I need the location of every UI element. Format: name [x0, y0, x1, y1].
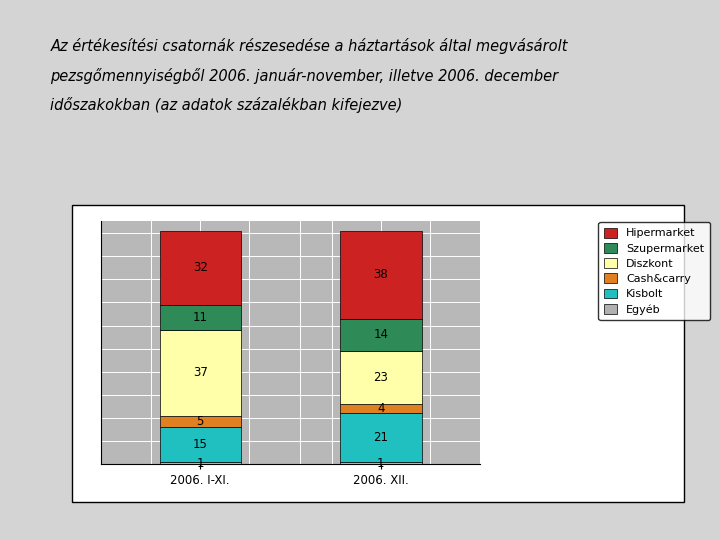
Bar [341, 319, 421, 351]
Bar [341, 462, 421, 464]
Text: 21: 21 [374, 431, 388, 444]
Text: 4: 4 [377, 402, 384, 415]
Bar [160, 231, 240, 305]
Text: 37: 37 [193, 367, 207, 380]
Text: 1: 1 [377, 457, 384, 470]
Bar [160, 305, 240, 330]
Text: időszakokban (az adatok százalékban kifejezve): időszakokban (az adatok százalékban kife… [50, 97, 402, 113]
Text: 38: 38 [374, 268, 388, 281]
Bar [160, 427, 240, 462]
Text: Az értékesítési csatornák részesedése a háztartások által megvásárolt: Az értékesítési csatornák részesedése a … [50, 38, 568, 54]
Legend: Hipermarket, Szupermarket, Diszkont, Cash&carry, Kisbolt, Egyéb: Hipermarket, Szupermarket, Diszkont, Cas… [598, 222, 710, 320]
Text: pezsgőmennyiségből 2006. január-november, illetve 2006. december: pezsgőmennyiségből 2006. január-november… [50, 68, 559, 84]
Bar [160, 462, 240, 464]
Bar [341, 404, 421, 414]
Text: 11: 11 [193, 311, 207, 324]
Text: 23: 23 [374, 371, 388, 384]
Bar [341, 231, 421, 319]
Text: 5: 5 [197, 415, 204, 428]
Bar [341, 414, 421, 462]
Text: 14: 14 [374, 328, 388, 341]
Text: 15: 15 [193, 438, 207, 451]
Bar [160, 330, 240, 416]
Bar [341, 351, 421, 404]
Bar [160, 416, 240, 427]
Text: 1: 1 [197, 457, 204, 470]
Text: 32: 32 [193, 261, 207, 274]
